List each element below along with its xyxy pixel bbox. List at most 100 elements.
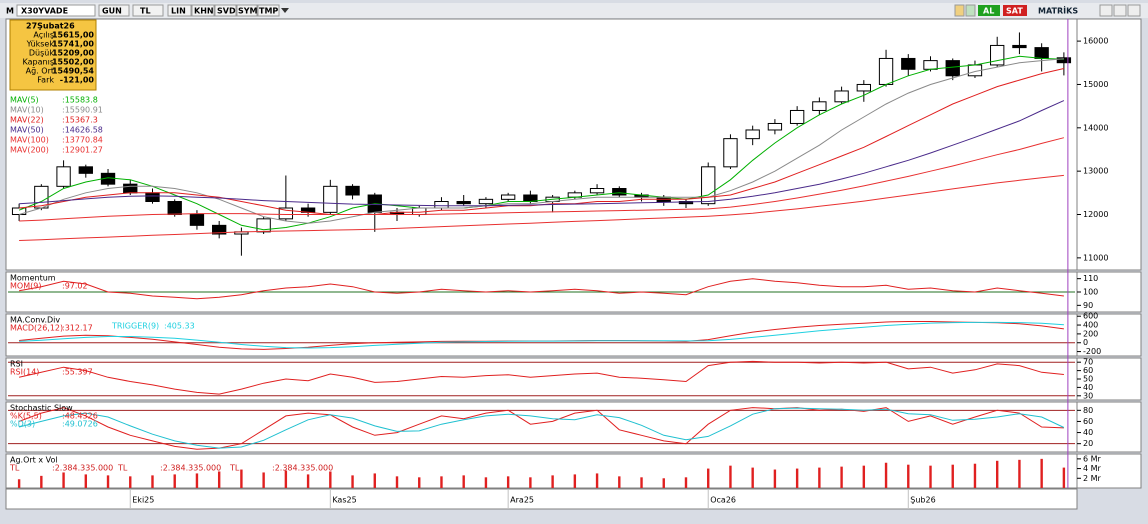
icon[interactable] [965,4,976,17]
volume-bar [551,475,554,488]
candle-body [278,207,294,220]
icon[interactable] [954,4,965,17]
y-tick-label: 50 [1083,375,1093,384]
panel-title: RSI [10,360,23,369]
window-button[interactable] [1127,4,1141,17]
volume-bar [17,479,21,488]
legend-value: :49.0726 [62,420,98,429]
candle-body [523,194,538,203]
volume-bar [773,469,777,488]
volume-bar [240,469,243,488]
indicator-line [18,407,1065,449]
volume-bar [729,465,732,488]
y-tick-label: 90 [1083,301,1093,310]
buy-button[interactable] [978,5,1000,16]
button-label: SVD [217,7,236,16]
window-button[interactable] [1113,4,1127,17]
y-tick-label: 20 [1083,439,1093,448]
volume-bar [929,465,932,488]
readout: :2.384.335.000 [160,464,221,473]
button[interactable] [167,4,192,17]
volume-bar [284,470,288,488]
candle-body [412,207,427,216]
info-box [9,19,97,91]
volume-bar [862,465,866,488]
candle-body [478,198,494,205]
legend-value: :12901.27 [62,146,103,155]
window-button[interactable] [1099,4,1113,17]
info-label: Fark [37,76,54,85]
panel [5,357,1078,401]
volume-bar [462,475,465,488]
buy-label: AL [983,7,994,16]
axis-area [1076,453,1142,489]
legend-value: :15590.91 [62,106,103,115]
volume-bar [707,468,710,488]
candle-body [1012,44,1027,49]
legend-value: :405.33 [164,322,195,331]
candle-body [945,60,960,77]
axis-area [1076,401,1142,453]
y-tick-label: 15000 [1083,80,1108,89]
button[interactable] [257,4,280,17]
y-tick-label: 16000 [1083,37,1108,46]
toolbar-bg [0,3,1148,18]
indicator-line [19,278,1064,300]
button[interactable] [98,4,130,17]
candle-body [1034,47,1049,59]
legend-name: MACD(26,12) [10,324,63,333]
info-value: 15209,00 [52,49,94,58]
button[interactable] [236,4,258,17]
candle-body [612,188,627,196]
volume-bar [662,478,665,488]
candle-body [434,201,449,209]
button-label: LIN [171,7,186,16]
indicator-line [19,321,1064,349]
volume-bar [840,466,843,488]
y-tick-label: 60 [1083,366,1093,375]
volume-bar [618,476,621,488]
y-tick-label: 14000 [1083,123,1108,132]
volume-bar [951,464,954,488]
volume-bar [907,464,910,488]
y-tick-label: 2 Mr [1083,474,1102,483]
legend-name: MAV(200) [10,146,49,155]
panel [5,313,1078,357]
candle-body [212,224,227,235]
button[interactable] [214,4,237,17]
info-value: 15502,00 [52,58,94,67]
volume-bar [84,474,88,488]
button-label: GUN [102,7,122,16]
indicator-line [19,174,1064,241]
y-tick-label: 80 [1083,406,1093,415]
info-label: Düşük [29,49,54,58]
button-label: TMP [259,7,278,16]
button[interactable] [132,4,164,17]
volume-bar [640,477,643,488]
legend-name: MAV(5) [10,96,39,105]
sell-button[interactable] [1003,5,1027,16]
candle-body [789,109,805,124]
button-label: SYM [238,7,258,16]
volume-bar [62,472,65,488]
y-tick-label: 12000 [1083,210,1108,219]
indicator-line [18,55,1064,231]
y-tick-label: 0 [1083,338,1088,347]
dropdown[interactable] [281,8,289,13]
y-tick-label: 60 [1083,417,1093,426]
x-tick-label: Kas25 [332,496,356,505]
volume-bar [595,473,599,488]
volume-bar [684,477,688,488]
brand: MATRİKS [1038,6,1078,16]
info-value: 15741,00 [52,40,94,49]
legend-name: TRIGGER(9) [111,322,159,331]
x-tick-label: Ara25 [510,496,534,505]
button[interactable] [191,4,215,17]
symbol-box[interactable] [16,4,96,17]
candle-body [345,185,360,196]
info-label: Açılış [33,31,54,40]
indicator-line [18,360,1064,395]
legend-name: MAV(50) [10,126,44,135]
candle-body [189,214,205,226]
